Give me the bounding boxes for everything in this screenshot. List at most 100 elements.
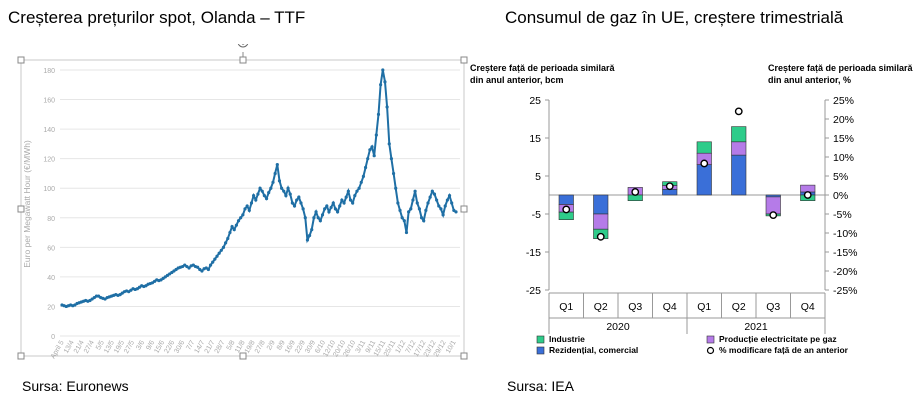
category-label: Q1 (697, 301, 711, 313)
y-tick-label: 120 (43, 157, 55, 164)
data-point (340, 198, 344, 202)
data-point (428, 195, 432, 199)
data-point (249, 201, 254, 205)
data-point (385, 105, 389, 109)
data-point (297, 195, 301, 199)
data-point (213, 257, 217, 261)
data-point (327, 210, 331, 214)
y-tick-label: -5 (532, 209, 541, 221)
pct-change-marker (803, 191, 812, 199)
data-point (366, 157, 370, 161)
data-point (419, 216, 424, 220)
y-tick-label: 140 (43, 127, 55, 134)
y-tick-label: 60 (47, 245, 55, 252)
data-point (415, 201, 419, 205)
data-point (258, 186, 262, 190)
y2-tick-label: -25% (833, 285, 858, 297)
x-tick-label: 8/9 (276, 339, 287, 351)
pct-change-marker (734, 107, 743, 116)
data-point (234, 223, 238, 227)
y-tick-label: 40 (47, 275, 55, 282)
legend-swatch (536, 346, 545, 355)
data-point (432, 192, 437, 196)
data-point (355, 189, 359, 193)
pct-change-marker (562, 205, 571, 214)
selection-handles[interactable] (17, 56, 468, 360)
x-tick-label: 27/8 (254, 339, 267, 354)
data-point (426, 201, 430, 205)
bar-segment-industrie (731, 126, 747, 143)
data-point (282, 189, 286, 193)
left-chart-title: Creșterea prețurilor spot, Olanda – TTF (8, 8, 306, 27)
data-point (236, 219, 241, 223)
data-point (312, 216, 316, 220)
data-point (447, 194, 452, 198)
data-point (260, 189, 264, 193)
data-point (389, 157, 394, 161)
data-point (348, 198, 353, 202)
pct-change-marker (631, 188, 640, 196)
data-point (295, 198, 299, 202)
rotate-icon[interactable]: ↻ (237, 44, 249, 57)
data-point (280, 186, 284, 190)
data-point (256, 192, 260, 196)
data-point (262, 194, 266, 198)
data-point (275, 162, 279, 167)
bar-segment-productie (731, 141, 747, 156)
data-point (417, 207, 421, 211)
data-point (394, 186, 398, 190)
data-point (310, 228, 314, 232)
data-point (411, 198, 415, 202)
data-point (264, 196, 269, 201)
data-point (331, 201, 335, 205)
data-point (303, 216, 307, 220)
data-point (226, 236, 230, 241)
data-point (450, 201, 454, 205)
pct-change-marker (700, 159, 709, 168)
data-point (413, 189, 417, 193)
data-point (307, 233, 312, 238)
data-point (254, 198, 258, 202)
bar-segment-rezidential (731, 154, 747, 196)
y-axis-label: Euro per Megawatt Hour (€/MWh) (22, 140, 32, 268)
legend-swatch (706, 335, 715, 344)
data-point (323, 207, 327, 211)
y-tick-label: -25 (526, 285, 541, 297)
data-point (208, 263, 213, 267)
data-point (292, 204, 297, 208)
data-point (245, 204, 249, 208)
left-source: Sursa: Euronews (22, 378, 129, 394)
bar-segment-productie (800, 184, 816, 193)
svg-text:↻: ↻ (240, 44, 247, 47)
y2-tick-label: 20% (833, 114, 854, 126)
data-point (290, 201, 294, 205)
x-tick-label: 5/8 (226, 339, 237, 351)
y-tick-label: 5 (535, 171, 541, 183)
data-point (271, 180, 275, 184)
y-tick-label: -15 (526, 247, 541, 259)
data-point (441, 213, 445, 217)
data-point (437, 204, 441, 208)
x-tick-label: 28/7 (214, 339, 227, 354)
group-label: 2021 (744, 321, 768, 333)
legend-marker (706, 346, 715, 355)
data-point (206, 267, 211, 272)
y2-tick-label: 25% (833, 95, 854, 107)
category-label: Q2 (594, 301, 608, 313)
data-point (391, 171, 396, 176)
data-point (228, 230, 232, 235)
data-point (288, 192, 292, 196)
data-point (217, 251, 221, 255)
right-source: Sursa: IEA (507, 378, 574, 394)
legend-swatch (536, 335, 545, 344)
y2-tick-label: 5% (833, 171, 848, 183)
data-point (335, 210, 340, 214)
y-tick-label: 100 (43, 186, 55, 193)
data-point (316, 216, 320, 220)
y-tick-label: 25 (529, 95, 541, 107)
chart-selection-frame[interactable] (20, 59, 465, 357)
y-tick-label: 15 (529, 133, 541, 145)
data-point (301, 207, 305, 211)
x-tick-label: 27/4 (83, 339, 96, 354)
data-point (370, 145, 374, 149)
